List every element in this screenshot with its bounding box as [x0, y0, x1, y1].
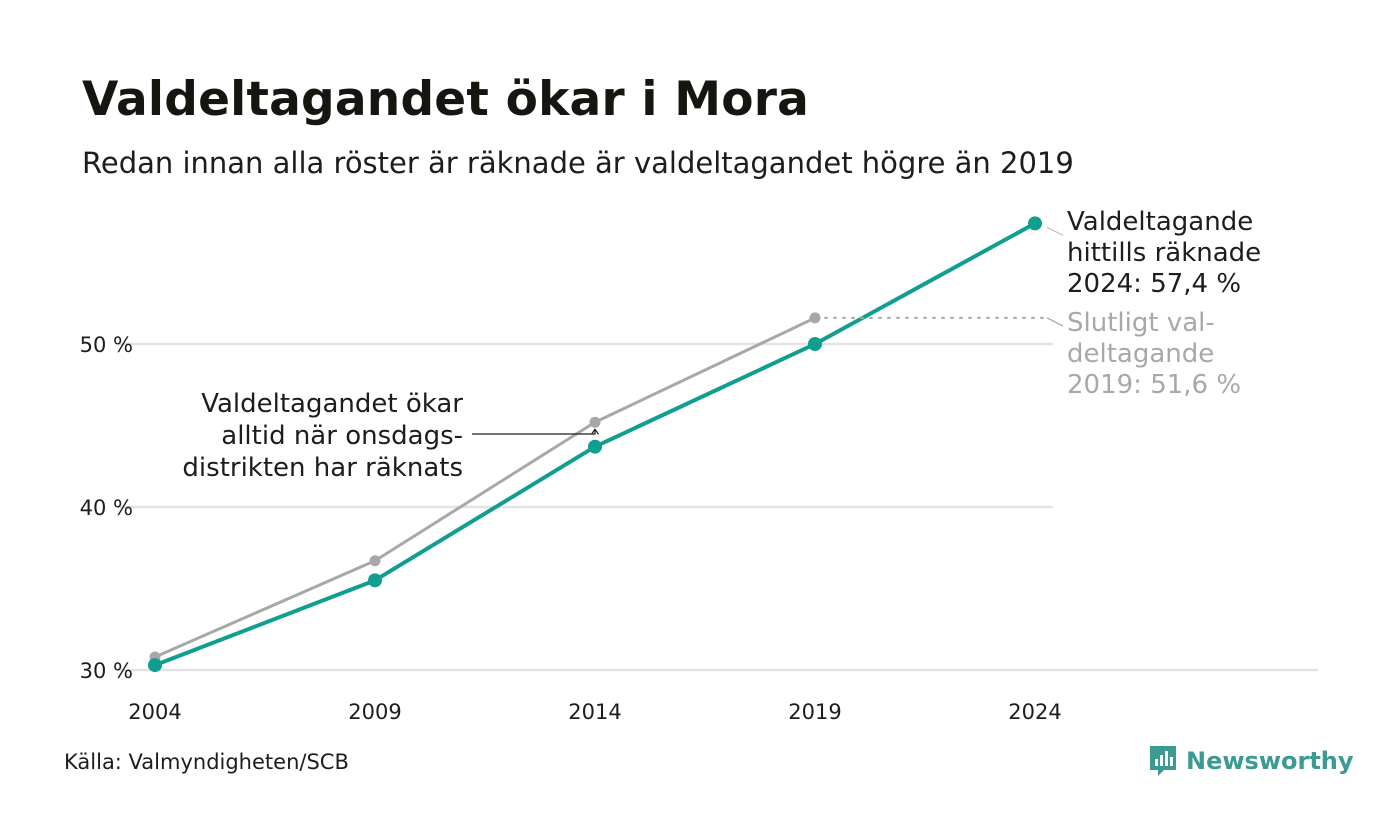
annotation-wednesday-districts: Valdeltagandet ökar — [201, 389, 463, 419]
annotation-counted-2024: 2024: 57,4 % — [1067, 269, 1241, 299]
line-chart: 30 % 40 % 50 % 2004 2009 2014 2019 2024 Valdel… — [80, 207, 1318, 724]
x-axis-ticks: 2004 2009 2014 2019 2024 — [128, 700, 1061, 724]
leader-line-final — [1046, 317, 1064, 327]
series-line-final — [154, 316, 816, 659]
data-point-final — [589, 416, 601, 428]
data-point-counted — [1028, 216, 1042, 231]
brand-logo[interactable]: Newsworthy — [1148, 744, 1354, 778]
y-tick-label: 30 % — [80, 659, 133, 683]
data-point-counted — [368, 573, 382, 588]
data-point-final — [369, 555, 381, 567]
data-point-counted — [588, 439, 602, 454]
data-point-counted — [808, 337, 822, 351]
chart-subtitle: Redan innan alla röster är räknade är va… — [82, 146, 1074, 180]
x-tick-label: 2014 — [568, 700, 621, 724]
data-point-counted — [148, 658, 162, 673]
data-point-final — [809, 312, 821, 324]
newsworthy-logo-icon — [1150, 746, 1176, 776]
grid-lines — [118, 342, 1318, 672]
x-tick-label: 2009 — [348, 700, 401, 724]
annotation-counted-2024: hittills räknade — [1067, 238, 1261, 268]
series — [148, 216, 1042, 673]
annotation-arrow-line — [472, 429, 596, 435]
annotation-wednesday-districts: alltid när onsdags- — [221, 421, 463, 451]
annotation-final-2019: Slutligt val- — [1067, 308, 1215, 338]
source-note: Källa: Valmyndigheten/SCB — [64, 750, 349, 774]
x-tick-label: 2024 — [1008, 700, 1061, 724]
y-tick-label: 40 % — [80, 496, 133, 520]
annotation-final-2019: 2019: 51,6 % — [1067, 370, 1241, 400]
brand-name: Newsworthy — [1186, 747, 1354, 775]
annotation-counted-2024: Valdeltagande — [1067, 207, 1253, 237]
y-axis-ticks: 30 % 40 % 50 % — [80, 333, 133, 683]
annotation-final-2019: deltagande — [1067, 339, 1214, 369]
x-tick-label: 2019 — [788, 700, 841, 724]
chart-title: Valdeltagandet ökar i Mora — [82, 72, 810, 127]
x-tick-label: 2004 — [128, 700, 181, 724]
annotation-wednesday-districts: distrikten har räknats — [182, 453, 463, 483]
leader-line-counted — [1046, 226, 1064, 236]
y-tick-label: 50 % — [80, 333, 133, 357]
annotation-arrow-head — [591, 428, 599, 435]
